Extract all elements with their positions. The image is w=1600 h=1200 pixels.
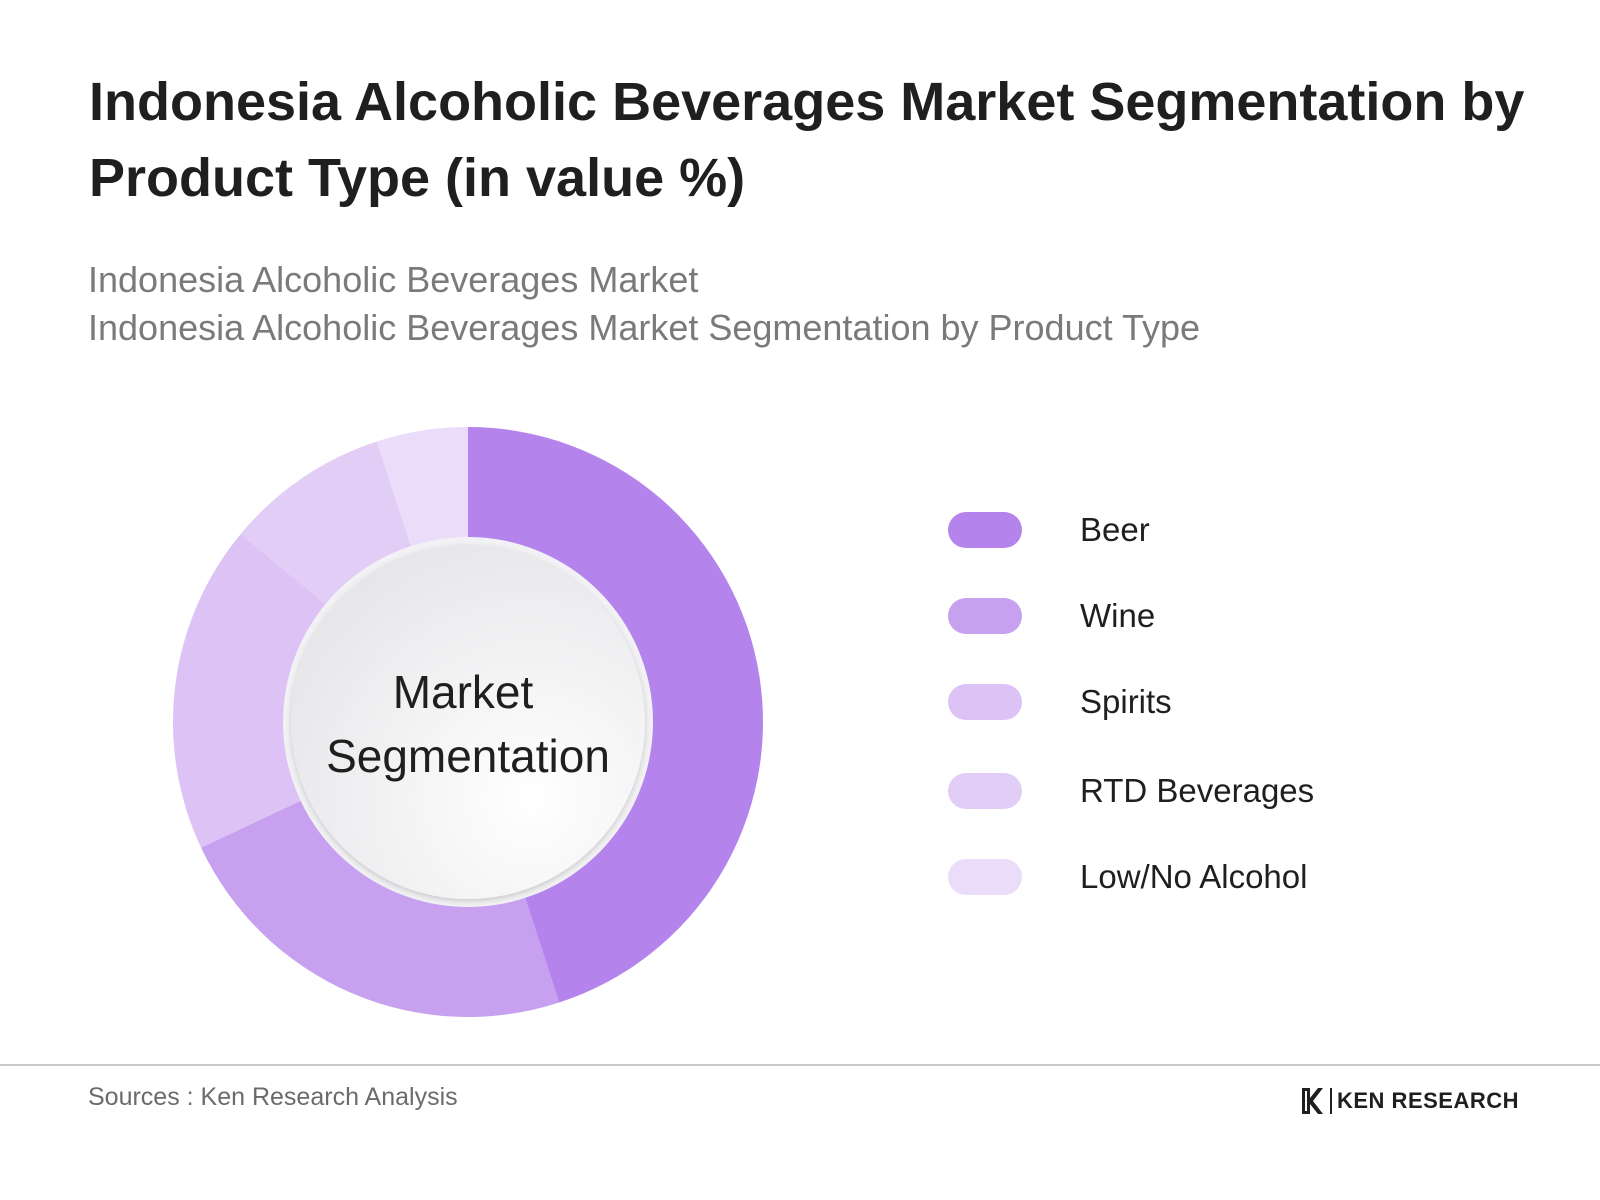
legend-item-spirits: Spirits: [948, 682, 1508, 722]
legend-label-rtd-beverages: RTD Beverages: [1080, 772, 1315, 809]
center-label-line-2: Segmentation: [326, 730, 610, 782]
legend-item-low-no-alcohol: Low/No Alcohol: [948, 857, 1508, 897]
chart-subtitle: Indonesia Alcoholic Beverages Market Ind…: [88, 256, 1528, 352]
subtitle-line-1: Indonesia Alcoholic Beverages Market: [88, 259, 699, 300]
ken-research-logo-text: KEN RESEARCH: [1330, 1088, 1519, 1114]
source-note: Sources : Ken Research Analysis: [88, 1083, 458, 1111]
donut-slice-low-no-alcohol: [376, 427, 468, 551]
center-label-line-1: Market: [393, 666, 534, 718]
legend-label-wine: Wine: [1080, 597, 1156, 634]
legend-swatch-spirits: [948, 684, 1022, 720]
donut-slice-beer: [468, 427, 763, 1003]
legend-item-beer: Beer: [948, 510, 1508, 550]
legend-item-wine: Wine: [948, 596, 1508, 636]
subtitle-line-2: Indonesia Alcoholic Beverages Market Seg…: [88, 307, 1200, 348]
ken-research-logo: KEN RESEARCH: [1300, 1086, 1519, 1116]
legend-label-beer: Beer: [1080, 511, 1150, 548]
legend-item-rtd-beverages: RTD Beverages: [948, 771, 1508, 811]
footer-divider: [0, 1064, 1600, 1066]
ken-research-logo-icon: [1302, 1088, 1323, 1114]
legend-swatch-rtd-beverages: [948, 773, 1022, 809]
center-disc: [291, 545, 645, 899]
legend-label-spirits: Spirits: [1080, 683, 1172, 720]
legend-swatch-low-no-alcohol: [948, 859, 1022, 895]
chart-title: Indonesia Alcoholic Beverages Market Seg…: [89, 72, 1525, 208]
legend-label-low-no-alcohol: Low/No Alcohol: [1080, 858, 1308, 895]
legend-swatch-beer: [948, 512, 1022, 548]
legend-swatch-wine: [948, 598, 1022, 634]
donut-slice-wine: [201, 798, 560, 1017]
